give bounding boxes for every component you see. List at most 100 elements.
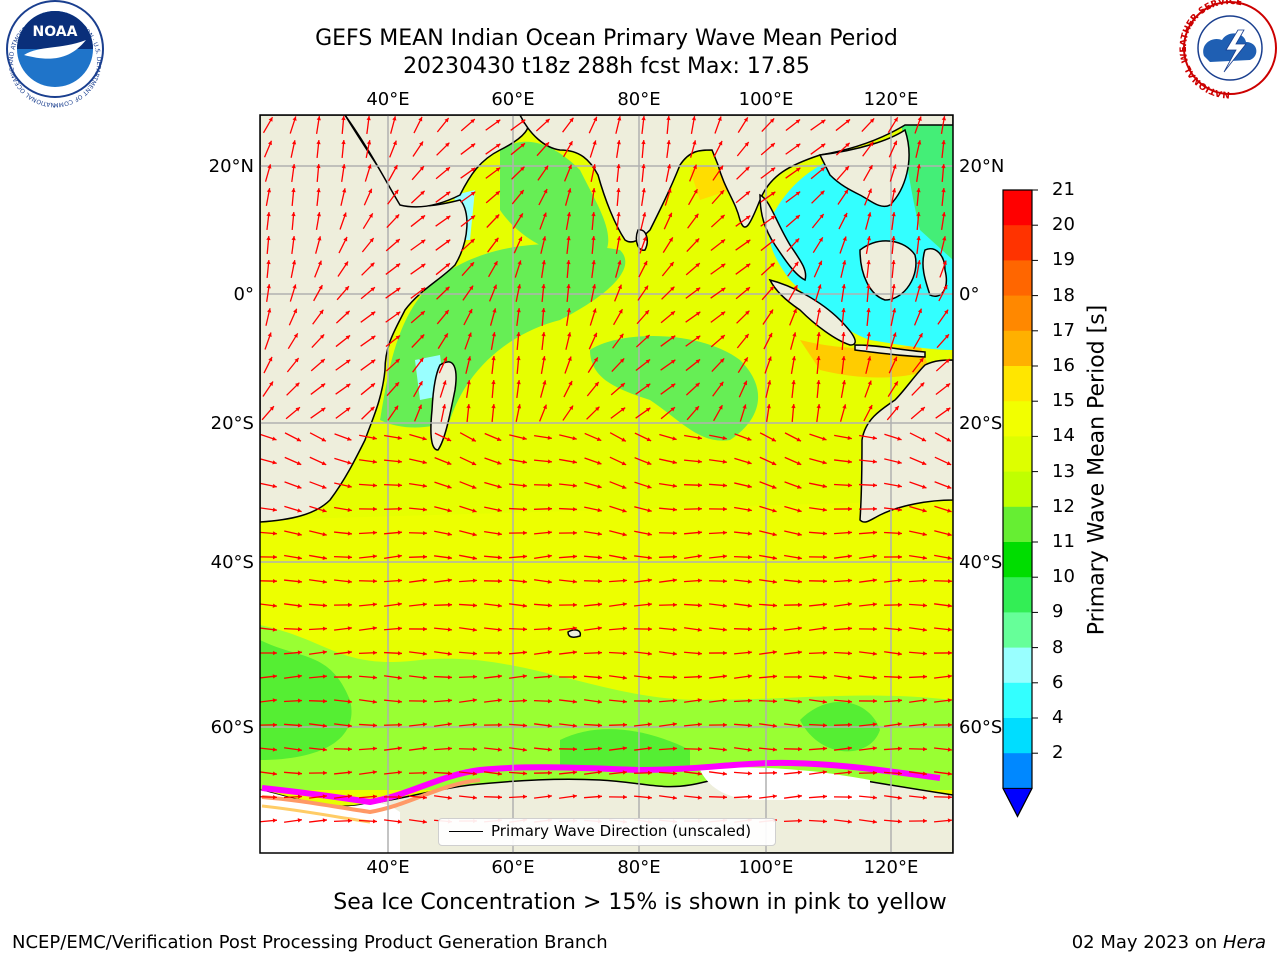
colorbar-swatch — [1003, 190, 1032, 226]
wave-arrow-head — [568, 380, 573, 386]
wave-arrow-head — [372, 794, 377, 799]
wave-arrow-head — [793, 285, 798, 290]
footer-credit: NCEP/EMC/Verification Post Processing Pr… — [12, 932, 608, 953]
wave-arrow-head — [695, 335, 701, 340]
wave-arrow-head — [670, 359, 676, 364]
wave-arrow-head — [397, 578, 402, 583]
wave-arrow-head — [372, 554, 377, 559]
wave-arrow-head — [645, 359, 651, 364]
wave-arrow-head — [772, 650, 777, 655]
wave-arrow-head — [897, 795, 902, 800]
wave-arrow-head — [372, 746, 377, 751]
wave-arrow-head — [622, 578, 627, 583]
wave-arrow-head — [867, 212, 872, 217]
wave-arrow-head — [746, 436, 752, 441]
colorbar — [1002, 189, 1038, 818]
wave-arrow-head — [422, 483, 427, 488]
wave-arrow-head — [920, 407, 925, 412]
wave-arrow-head — [447, 578, 452, 583]
wave-arrow-head — [572, 436, 577, 441]
wave-arrow-head — [948, 722, 952, 728]
wave-arrow-head — [820, 119, 826, 124]
period-band-green-central — [590, 336, 759, 441]
wave-arrow-head — [941, 116, 946, 121]
wave-arrow-head — [697, 578, 702, 583]
wave-arrow-head — [395, 358, 400, 364]
wave-arrow-head — [347, 650, 352, 655]
wave-arrow-head — [866, 284, 871, 289]
wave-arrow-head — [822, 436, 827, 441]
wave-arrow-head — [272, 818, 277, 823]
wave-arrow-head — [398, 794, 402, 800]
wave-arrow-head — [922, 627, 927, 632]
wave-arrow-head — [672, 698, 677, 703]
wave-arrow-head — [445, 239, 451, 244]
wave-arrow-head — [572, 794, 577, 799]
wave-arrow-head — [470, 119, 475, 124]
wave-arrow-head — [697, 627, 702, 632]
wave-arrow-head — [797, 650, 802, 655]
wave-arrow-head — [572, 770, 577, 775]
wave-arrow-head — [272, 507, 277, 512]
wave-arrow-head — [691, 116, 697, 121]
wave-arrow-head — [469, 262, 474, 267]
wave-arrow-head — [795, 143, 801, 148]
wave-arrow-head — [922, 484, 927, 489]
period-band-green-arabian — [500, 141, 609, 260]
wave-arrow-head — [592, 308, 597, 313]
wave-arrow-head — [872, 675, 877, 680]
wave-arrow-head — [273, 722, 277, 728]
wave-arrow-head — [820, 167, 825, 172]
wave-arrow-head — [447, 698, 452, 703]
wave-arrow-head — [472, 532, 477, 537]
wave-arrow-head — [522, 723, 527, 728]
colorbar-tick-label: 11 — [1052, 531, 1075, 552]
wave-arrow-head — [867, 356, 872, 361]
wave-arrow-head — [347, 531, 352, 536]
wave-arrow-head — [719, 381, 724, 387]
colorbar-swatch — [1003, 718, 1032, 754]
wave-arrow-head — [297, 794, 302, 799]
wave-arrow-head — [544, 142, 549, 147]
wave-arrow-head — [491, 356, 496, 361]
wave-arrow-head — [522, 747, 527, 752]
wave-arrow-head — [522, 507, 527, 512]
wave-arrow-head — [522, 603, 527, 608]
wave-arrow-head — [772, 674, 777, 679]
wave-arrow-head — [292, 284, 297, 289]
wave-arrow-head — [422, 602, 427, 607]
wave-arrow-head — [647, 795, 652, 800]
wave-arrow-head — [622, 722, 627, 727]
wave-arrow-head — [720, 263, 726, 268]
wave-arrow-head — [816, 404, 821, 409]
colorbar-tick-label: 10 — [1052, 566, 1075, 588]
lat-label-right-20n: 20°N — [959, 156, 1005, 177]
colorbar-swatch — [1003, 577, 1032, 613]
wave-arrow-head — [544, 165, 549, 171]
wave-arrow-head — [397, 530, 402, 535]
wave-arrow-head — [370, 311, 376, 316]
colorbar-tick-label: 20 — [1052, 214, 1075, 236]
lat-label-right-40s: 40°S — [959, 552, 1003, 573]
wave-arrow-head — [566, 236, 571, 241]
lat-label-right-60s: 60°S — [959, 717, 1003, 738]
wave-arrow-head — [291, 164, 296, 169]
wave-arrow-head — [347, 699, 352, 704]
wave-arrow-head — [492, 308, 497, 313]
wave-arrow-head — [694, 238, 700, 243]
wave-arrow-head — [545, 118, 550, 124]
wave-arrow-head — [268, 117, 273, 122]
wave-arrow-head — [447, 531, 452, 537]
wave-arrow-head — [642, 236, 647, 241]
wave-arrow-head — [769, 118, 775, 123]
wave-arrow-head — [672, 795, 677, 800]
wave-arrow-head — [672, 530, 677, 536]
wave-arrow-head — [719, 358, 725, 363]
wave-arrow-head — [494, 237, 499, 243]
wave-arrow-head — [642, 212, 647, 217]
wave-arrow-head — [445, 167, 450, 172]
wave-arrow-head — [621, 484, 627, 489]
wave-arrow-head — [591, 260, 596, 265]
wave-arrow-head — [347, 484, 352, 489]
wave-arrow-head — [322, 579, 327, 584]
